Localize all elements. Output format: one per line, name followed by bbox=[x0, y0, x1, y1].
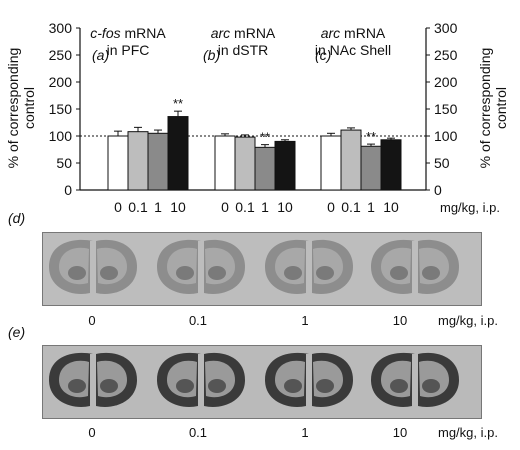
dose-label-d-1: 1 bbox=[301, 313, 309, 328]
x-tick-label: 1 bbox=[367, 199, 375, 215]
bar-10 bbox=[380, 139, 402, 191]
left-y-ticks: 0 50 100 150 200 250 300 bbox=[49, 20, 80, 198]
panel-title-gene: c-fos bbox=[90, 25, 120, 41]
panel-2-bars: 0 0.1 ** 1 10 bbox=[320, 127, 402, 215]
significance-marker: ** bbox=[260, 130, 270, 145]
x-tick-label: 0.1 bbox=[128, 199, 148, 215]
dose-label-e-10: 10 bbox=[392, 425, 408, 440]
dose-label-e-0: 0 bbox=[88, 425, 96, 440]
bar-1 bbox=[147, 132, 169, 191]
x-tick-label: 10 bbox=[383, 199, 399, 215]
brain-slice-image bbox=[49, 352, 137, 407]
panel-label: (a) bbox=[92, 47, 109, 63]
significance-marker: ** bbox=[366, 129, 376, 144]
x-tick-label: 0 bbox=[221, 199, 229, 215]
panel-title-gene: arc bbox=[321, 25, 340, 41]
brain-section-strip-e bbox=[42, 345, 482, 419]
bar-1 bbox=[254, 146, 276, 191]
y-axis-label-right-line1: % of corresponding bbox=[477, 48, 493, 169]
y-tick-label-left: 200 bbox=[49, 74, 73, 90]
dose-label-e-0.1: 0.1 bbox=[188, 425, 208, 440]
y-tick-label-right: 0 bbox=[434, 182, 442, 198]
panel-1-bars: 0 0.1 ** 1 10 bbox=[214, 130, 296, 215]
y-tick-label-left: 100 bbox=[49, 128, 73, 144]
dose-unit-e: mg/kg, i.p. bbox=[438, 425, 498, 440]
bar-0 bbox=[107, 135, 129, 191]
dose-label-d-10: 10 bbox=[392, 313, 408, 328]
bar-10 bbox=[167, 116, 189, 191]
dose-label-d-0: 0 bbox=[88, 313, 96, 328]
y-tick-label-left: 0 bbox=[64, 182, 72, 198]
brain-slice-image bbox=[371, 239, 459, 294]
panel-label-d: (d) bbox=[8, 210, 26, 226]
x-tick-label: 10 bbox=[170, 199, 186, 215]
bar-0 bbox=[320, 135, 342, 191]
y-tick-label-right: 300 bbox=[434, 20, 458, 36]
brain-slice-image bbox=[371, 352, 459, 407]
bars-group: 0 0.1 1 ** 10 0 0.1 ** 1 10 0 0.1 ** 1 10 bbox=[107, 96, 402, 215]
significance-marker: ** bbox=[173, 96, 183, 111]
panel-label-e: (e) bbox=[8, 324, 26, 340]
y-tick-label-left: 150 bbox=[49, 101, 73, 117]
brain-section-strip-d bbox=[42, 232, 482, 306]
x-tick-label: 0 bbox=[327, 199, 335, 215]
brain-slice-image bbox=[49, 239, 137, 294]
brain-section-image-e bbox=[49, 352, 459, 407]
panel-title-line1: arc mRNA bbox=[211, 25, 276, 41]
bar-0.1 bbox=[127, 131, 149, 191]
y-axis-label-left-line2: control bbox=[21, 87, 37, 129]
bar-0 bbox=[214, 135, 236, 191]
y-tick-label-right: 100 bbox=[434, 128, 458, 144]
panel-title-suffix: mRNA bbox=[340, 25, 386, 41]
dose-label-d-0.1: 0.1 bbox=[188, 313, 208, 328]
brain-slice-image bbox=[265, 352, 353, 407]
panel-label: (c) bbox=[315, 47, 331, 63]
dose-label-e-1: 1 bbox=[301, 425, 309, 440]
brain-slice-image bbox=[157, 352, 245, 407]
y-axis-label-right-line2: control bbox=[493, 87, 509, 129]
brain-section-image-d bbox=[49, 239, 459, 294]
y-tick-label-left: 300 bbox=[49, 20, 73, 36]
bar-0.1 bbox=[340, 129, 362, 191]
panel-title-line2: in PFC bbox=[107, 42, 150, 58]
x-tick-label: 0 bbox=[114, 199, 122, 215]
x-tick-label: 10 bbox=[277, 199, 293, 215]
brain-slice-image bbox=[265, 239, 353, 294]
x-tick-label: 1 bbox=[261, 199, 269, 215]
panel-title-line1: arc mRNA bbox=[321, 25, 386, 41]
y-tick-label-right: 150 bbox=[434, 101, 458, 117]
y-tick-label-right: 200 bbox=[434, 74, 458, 90]
dose-unit-d: mg/kg, i.p. bbox=[438, 313, 498, 328]
bar-1 bbox=[360, 145, 382, 191]
right-y-ticks: 0 50 100 150 200 250 300 bbox=[426, 20, 458, 198]
x-tick-label: 0.1 bbox=[235, 199, 255, 215]
brain-slice-image bbox=[157, 239, 245, 294]
panel-title-line1: c-fos mRNA bbox=[90, 25, 166, 41]
panel-title-suffix: mRNA bbox=[121, 25, 167, 41]
panel-0-bars: 0 0.1 1 ** 10 bbox=[107, 96, 189, 215]
y-axis-label-left-line1: % of corresponding bbox=[5, 48, 21, 169]
bar-0.1 bbox=[234, 136, 256, 191]
y-tick-label-right: 50 bbox=[434, 155, 450, 171]
panel-title-line2: in NAc Shell bbox=[315, 42, 391, 58]
panel-title-gene: arc bbox=[211, 25, 230, 41]
y-tick-label-left: 50 bbox=[56, 155, 72, 171]
x-tick-label: 0.1 bbox=[341, 199, 361, 215]
y-tick-label-left: 250 bbox=[49, 47, 73, 63]
x-tick-label: 1 bbox=[154, 199, 162, 215]
x-unit-label: mg/kg, i.p. bbox=[440, 200, 500, 215]
panel-title-suffix: mRNA bbox=[230, 25, 276, 41]
y-tick-label-right: 250 bbox=[434, 47, 458, 63]
panel-label: (b) bbox=[203, 47, 220, 63]
panel-title-line2: in dSTR bbox=[218, 42, 269, 58]
bar-10 bbox=[274, 140, 296, 191]
